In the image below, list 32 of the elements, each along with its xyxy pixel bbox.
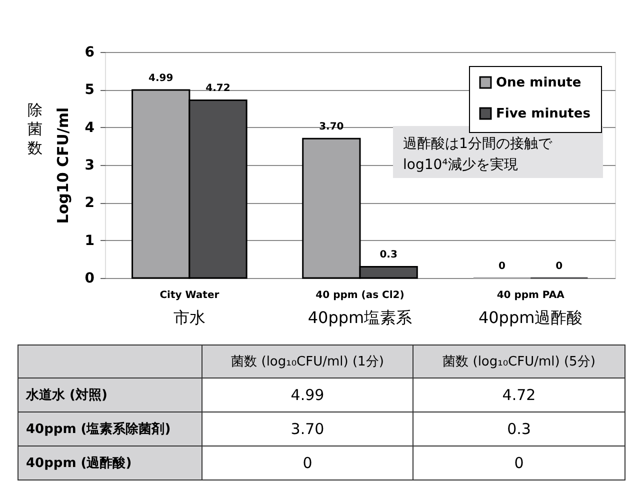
y-tick-label: 4: [84, 120, 95, 136]
text: 4.99: [290, 386, 324, 404]
annotation: 過酢酸は1分間の接触で log10⁴減少を実現: [403, 136, 553, 173]
data-label: 0.3: [380, 250, 398, 261]
y-tick-label: 0: [84, 270, 95, 286]
text: 水道水 (対照): [25, 387, 108, 403]
text: 40ppm (塩素系除菌剤): [26, 421, 171, 437]
text: 3.70: [290, 420, 324, 438]
text: 0: [302, 454, 312, 472]
text: 0.3: [507, 420, 531, 438]
category-label: 40 ppm PAA 40ppm過酢酸: [478, 290, 583, 327]
y-tick-label: 1: [84, 232, 94, 249]
data-label: 3.70: [319, 122, 344, 133]
text: 菌数 (log₁₀CFU/ml) (1分): [231, 354, 384, 370]
category-label: 40 ppm (as Cl2) 40ppm塩素系: [308, 290, 412, 327]
y-tick-label: 3: [84, 158, 94, 174]
legend-label: Five minutes: [496, 106, 591, 122]
y-tick-label: 6: [84, 44, 94, 60]
y-tick-label: 2: [84, 195, 94, 212]
category-label: City Water 市水: [160, 290, 220, 327]
text: 除菌数: [28, 101, 42, 157]
y-axis-title: Log10 CFU/ml: [54, 107, 72, 224]
text: 40ppm (過酢酸): [26, 455, 132, 471]
data-label: 4.72: [206, 83, 230, 94]
data-label: 0: [556, 261, 563, 272]
text: 4.72: [502, 386, 536, 404]
y-tick-label: 5: [84, 82, 94, 98]
data-label: 4.99: [148, 73, 174, 84]
text: 菌数 (log₁₀CFU/ml) (5分): [442, 354, 596, 370]
text: 0: [514, 454, 524, 472]
data-label: 0: [498, 261, 506, 272]
legend-label: One minute: [496, 76, 582, 90]
